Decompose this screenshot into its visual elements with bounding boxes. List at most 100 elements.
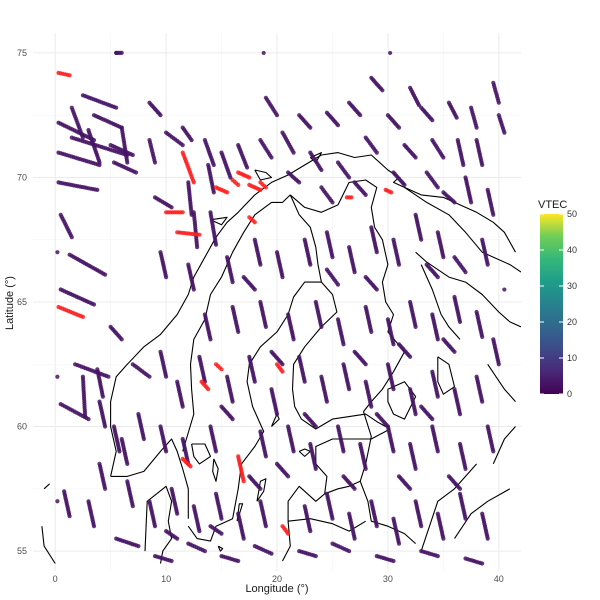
track-point [206,387,211,392]
track-point [211,162,216,168]
track [56,150,102,168]
track-point [119,337,124,342]
track [62,489,72,519]
track [335,424,346,454]
track-point [169,205,174,210]
track [335,317,346,347]
track-point [191,180,196,185]
coastline-path [404,186,521,273]
track [258,138,274,160]
track-point [380,88,385,93]
track-point [347,387,352,392]
track-point [180,404,185,409]
track [225,374,235,404]
track [236,143,250,170]
track-point [103,486,108,491]
track-point [474,125,479,130]
track-point [491,449,496,454]
coastline-path [187,281,391,542]
track [435,230,446,260]
track-point [374,524,379,529]
track [374,554,396,564]
track-point [452,349,457,354]
track [424,262,440,280]
track [474,374,485,404]
track [358,441,368,471]
track [97,461,108,491]
track [158,250,169,280]
track [208,524,224,536]
track-point [480,162,485,168]
track [111,424,122,454]
track-point [117,449,122,454]
y-axis-title: Latitude (°) [4,276,16,330]
colorbar-tick-label: 40 [567,245,577,255]
track [263,95,280,118]
track [175,379,185,409]
track [396,342,413,359]
track [313,299,324,329]
track-point [330,255,335,260]
track [225,255,235,285]
colorbar-tick-label: 10 [567,353,577,363]
track [435,511,446,541]
track [385,424,396,454]
coastline-path [217,545,224,552]
track-point [341,342,346,347]
track-point [263,524,268,529]
colorbar-tick-label: 50 [567,209,577,219]
track [111,160,139,175]
track-point [480,561,485,566]
track [324,230,335,260]
track [385,113,402,130]
track-point [280,275,285,280]
coastline-path [289,194,322,283]
track [413,212,424,242]
track-point [208,337,213,342]
track-point [80,135,85,140]
track [241,275,257,292]
track [369,75,385,93]
track-point [291,337,296,342]
track-point [502,130,507,135]
track-point [463,516,468,521]
track [491,80,501,105]
track [363,275,379,292]
track-point [430,417,435,422]
coastline-path [288,518,366,532]
track [430,424,440,454]
coastline-path [182,194,291,452]
track [369,225,379,255]
coastline-path [212,458,219,482]
track [186,180,194,217]
track-point [352,486,357,491]
track [469,105,479,130]
track [352,180,368,197]
x-tick-label: 10 [161,574,171,584]
track [480,511,490,541]
track-point [347,549,352,554]
track [324,110,341,128]
track [455,138,466,168]
track-point [114,105,119,110]
track [236,511,246,541]
track [56,180,100,192]
track [286,312,296,342]
track [80,374,88,419]
track [274,461,291,479]
track-point [391,387,396,392]
track [219,404,235,422]
track-point [349,195,354,200]
track-point [352,270,357,275]
track [258,180,268,190]
track [80,93,119,110]
track [247,182,263,192]
track-point [485,262,490,267]
colorbar-legend: VTEC 0 10 20 30 40 50 [538,199,577,399]
track-point [69,235,74,240]
track-point [197,529,202,534]
track [363,135,379,155]
track-point [164,275,169,280]
track [258,429,268,459]
track [446,474,463,491]
